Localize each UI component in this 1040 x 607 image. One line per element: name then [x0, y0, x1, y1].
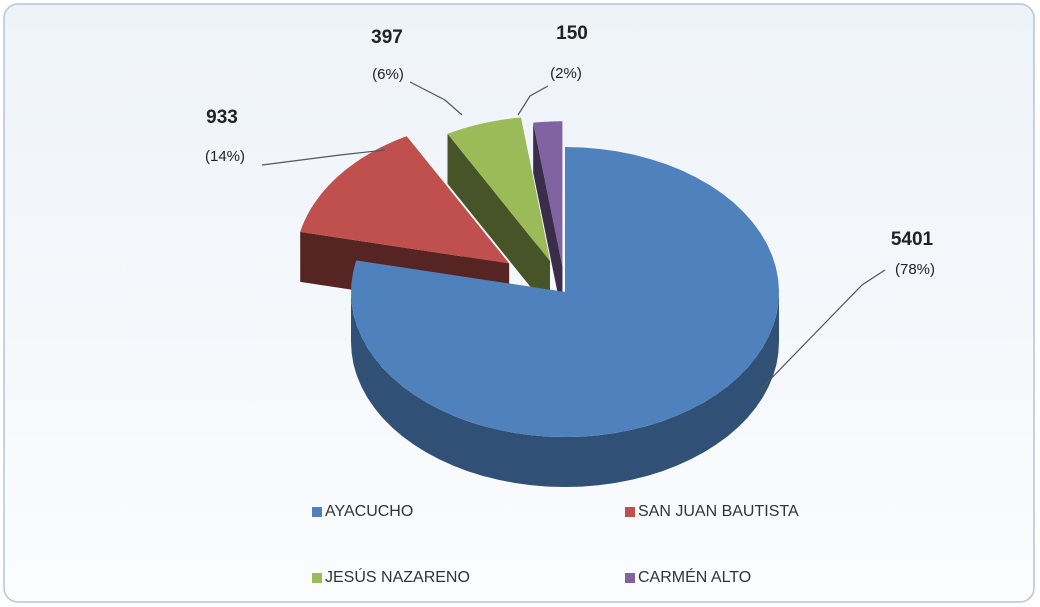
legend-label: SAN JUAN BAUTISTA	[638, 503, 799, 520]
percent-label: (78%)	[895, 261, 935, 278]
slice	[533, 121, 563, 267]
percent-label: (14%)	[205, 148, 245, 165]
slice-side	[351, 292, 779, 487]
legend-label: CARMÉN ALTO	[638, 567, 751, 586]
slice	[300, 136, 510, 264]
legend-label: AYACUCHO	[325, 503, 413, 520]
labels: 5401 (78%) 933 (14%) 397 (6%) 150 (2%)	[205, 23, 935, 391]
legend-swatch	[625, 573, 635, 583]
leader-line	[261, 149, 386, 166]
leader-line	[409, 81, 463, 116]
leader-line	[759, 269, 886, 391]
data-label: 150	[556, 23, 588, 44]
legend: AYACUCHO SAN JUAN BAUTISTA JESÚS NAZARENO C…	[312, 503, 799, 586]
pie	[300, 117, 779, 487]
legend-swatch	[312, 507, 322, 517]
slice-wall	[533, 122, 563, 317]
leader-line	[517, 85, 549, 116]
slice-wall	[447, 133, 550, 312]
legend-swatch	[312, 573, 322, 583]
data-label: 5401	[891, 229, 934, 250]
percent-label: (6%)	[372, 66, 404, 83]
percent-label: (2%)	[550, 65, 582, 82]
slice	[351, 147, 779, 437]
data-label: 397	[371, 27, 403, 48]
slice	[447, 117, 550, 262]
data-label: 933	[206, 107, 238, 128]
legend-label: JESÚS NAZARENO	[325, 567, 470, 586]
legend-swatch	[625, 507, 635, 517]
